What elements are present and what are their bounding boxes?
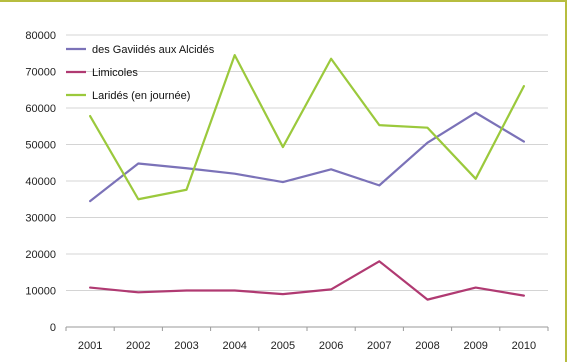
x-tick-label: 2002 [126, 340, 150, 352]
x-tick-label: 2001 [78, 340, 102, 352]
y-tick-label: 50000 [25, 140, 56, 152]
x-tick-label: 2006 [319, 340, 343, 352]
x-tick-label: 2003 [174, 340, 198, 352]
x-tick-label: 2007 [367, 340, 391, 352]
y-tick-label: 80000 [25, 30, 56, 42]
legend-label: des Gaviidés aux Alcidés [92, 44, 215, 56]
x-tick-labels: 2001 2002 2003 2004 2005 2006 2007 2008 2009 2010 [78, 340, 536, 352]
series-line-1 [88, 111, 526, 203]
x-tick-label: 2009 [463, 340, 487, 352]
legend-label: Laridés (en journée) [92, 90, 190, 102]
x-tick-label: 2010 [512, 340, 536, 352]
series-lines [88, 53, 526, 301]
x-tick-label: 2005 [271, 340, 295, 352]
y-tick-label: 0 [50, 322, 56, 334]
y-tick-label: 10000 [25, 286, 56, 298]
y-tick-label: 70000 [25, 67, 56, 79]
legend-label: Limicoles [92, 67, 138, 79]
legend: des Gaviidés aux Alcidés Limicoles Laridés… [66, 44, 215, 102]
y-tick-labels: 0 10000 20000 30000 40000 50000 60000 70000 8000… [25, 30, 56, 334]
x-tick-label: 2008 [415, 340, 439, 352]
y-tick-label: 60000 [25, 103, 56, 115]
x-tick-label: 2004 [222, 340, 246, 352]
y-tick-label: 30000 [25, 213, 56, 225]
series-line-3 [88, 53, 526, 201]
series-line-2 [88, 260, 526, 301]
y-tick-label: 40000 [25, 176, 56, 188]
axes [65, 326, 549, 331]
y-tick-label: 20000 [25, 249, 56, 261]
